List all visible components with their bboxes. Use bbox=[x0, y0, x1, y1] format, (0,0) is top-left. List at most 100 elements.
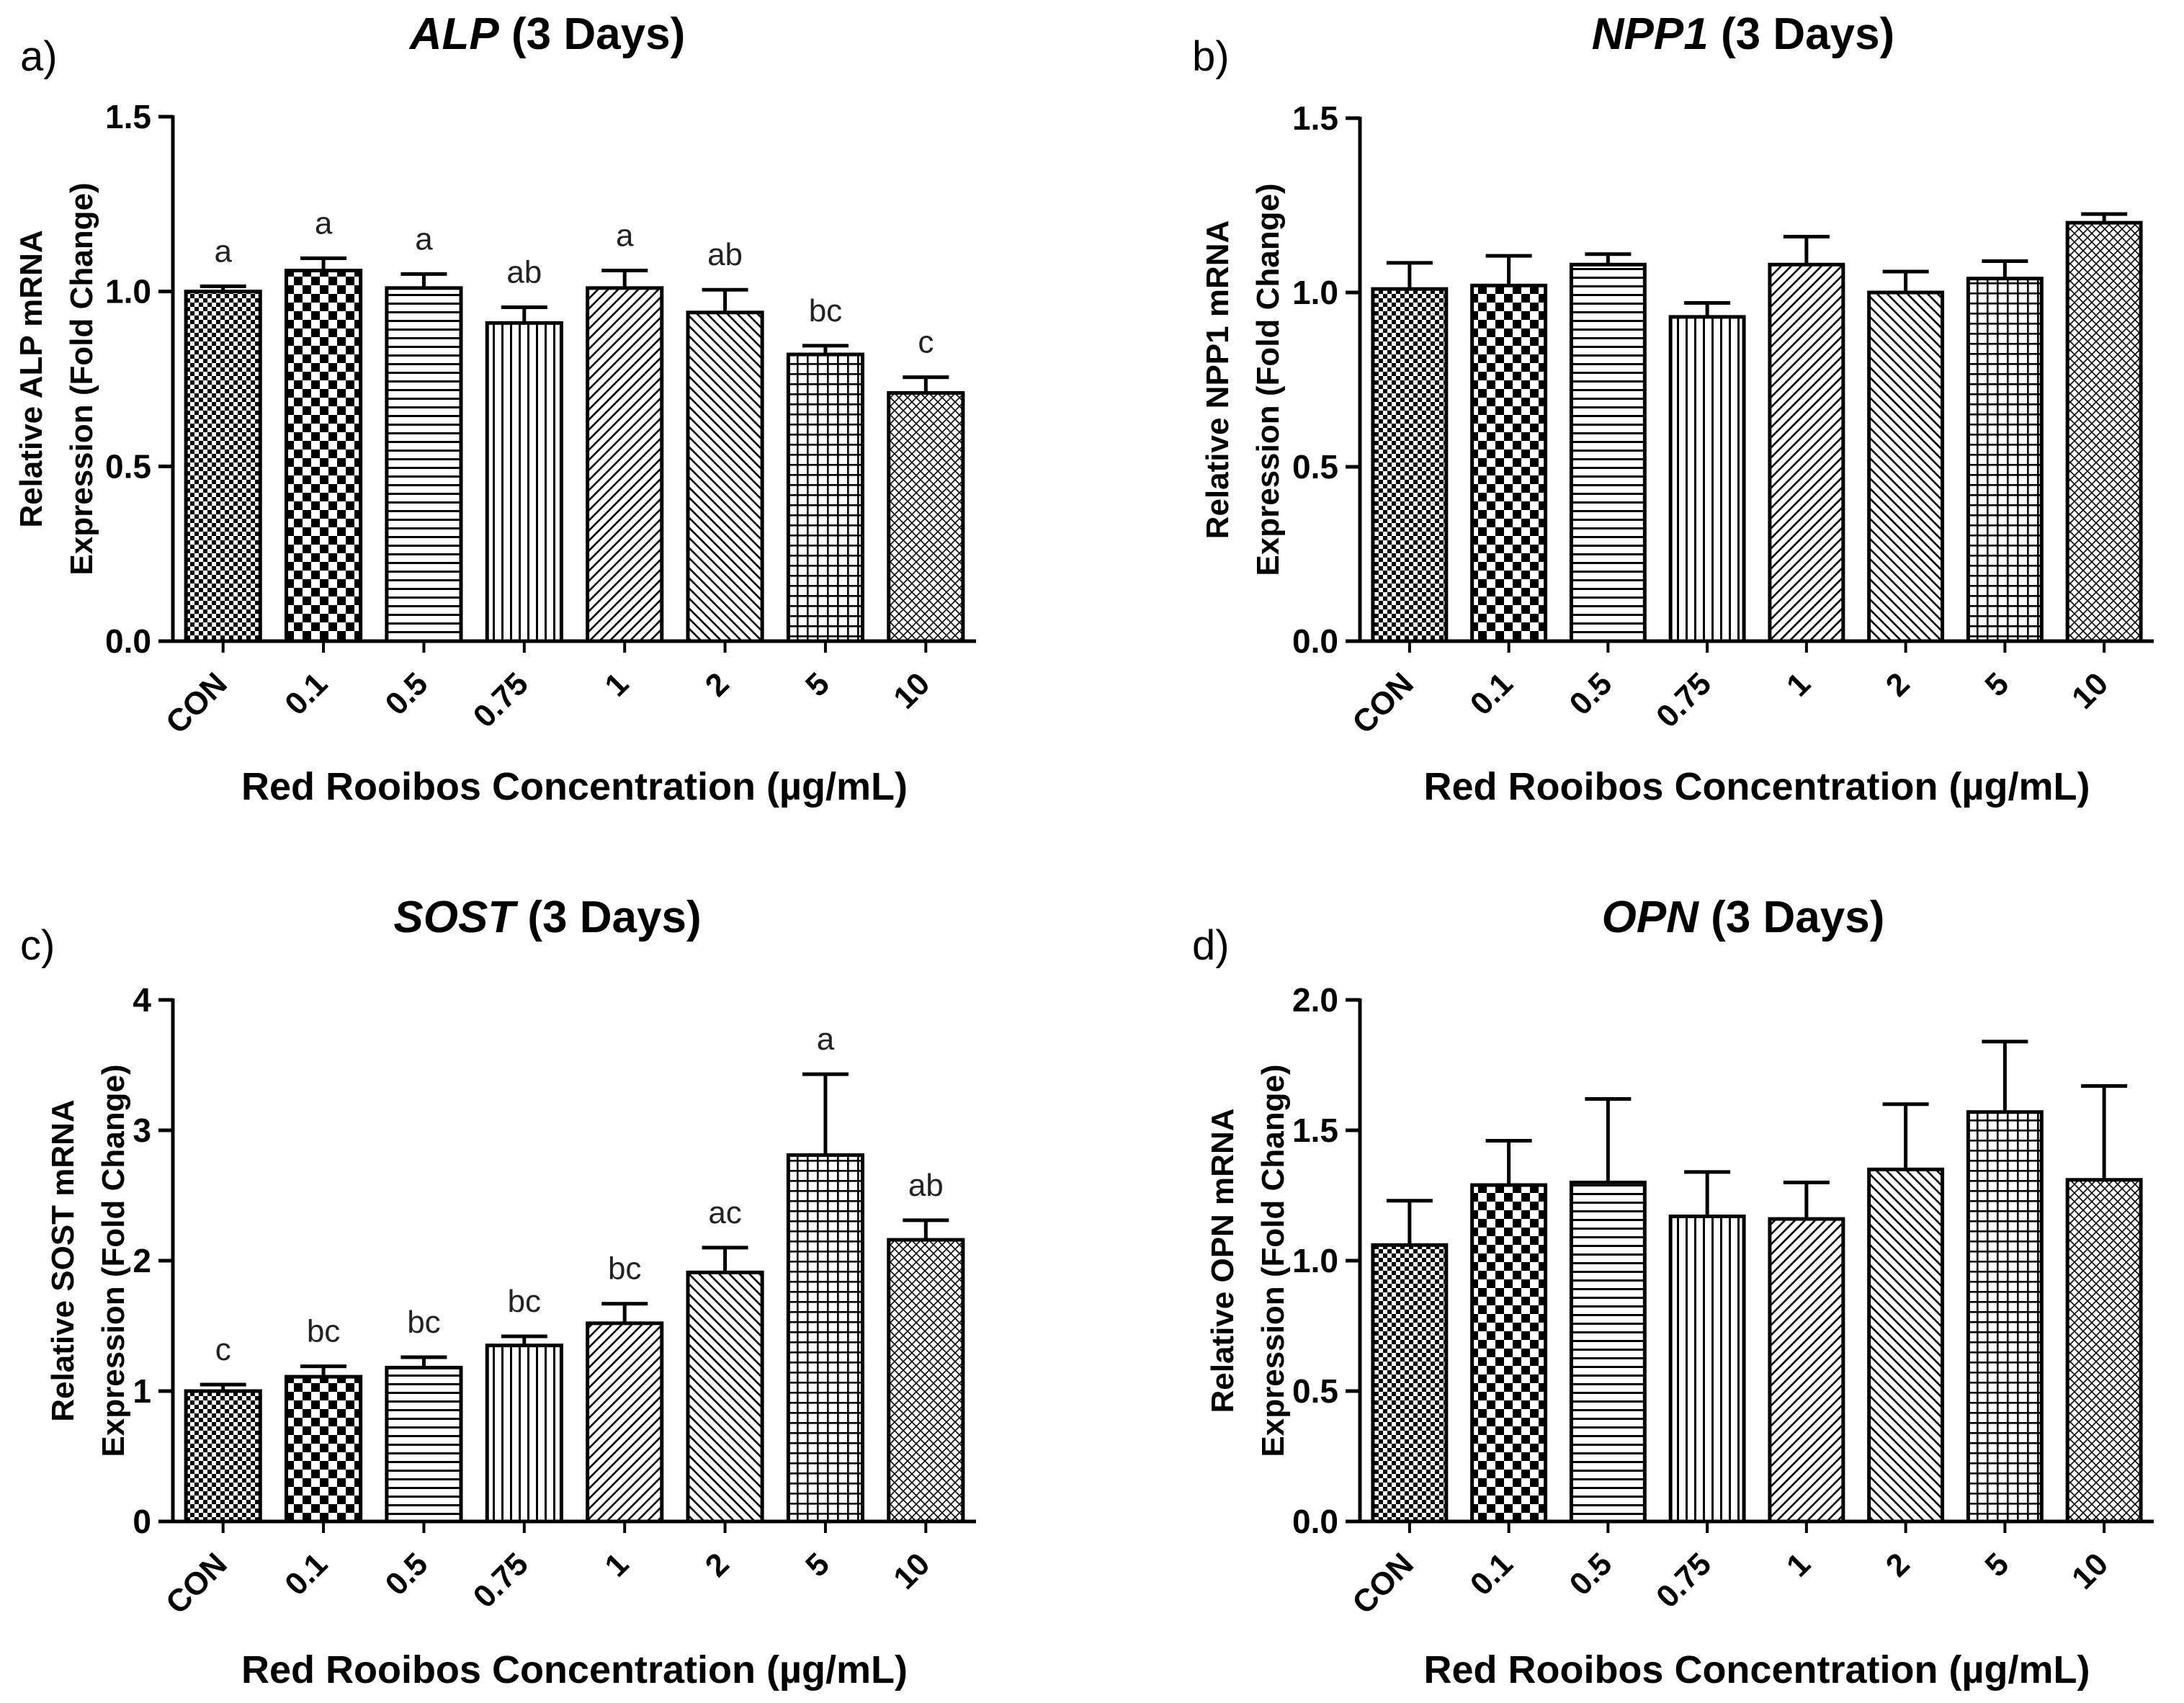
chart-title-gene: OPN bbox=[1602, 893, 1700, 942]
y-tick-label: 0.5 bbox=[1292, 1372, 1338, 1410]
bar-5 bbox=[1966, 277, 2044, 643]
bar-0.75 bbox=[485, 1344, 563, 1524]
bar-CON bbox=[184, 1389, 262, 1524]
bar-2 bbox=[1867, 290, 1945, 643]
bar-5 bbox=[1966, 1110, 2044, 1524]
chart-title-gene: ALP bbox=[408, 9, 500, 59]
significance-label: a bbox=[315, 206, 333, 241]
y-tick-label: 1.5 bbox=[1292, 99, 1338, 137]
y-tick-label: 1 bbox=[133, 1372, 151, 1410]
y-tick-label: 1.0 bbox=[1292, 1242, 1338, 1279]
chart-title-gene: SOST bbox=[393, 893, 519, 942]
x-tick-label: CON bbox=[1346, 666, 1420, 741]
y-tick-label: 4 bbox=[133, 981, 151, 1019]
significance-label: ac bbox=[708, 1195, 741, 1230]
y-tick-label: 0.0 bbox=[1292, 1503, 1338, 1540]
panel-letter: b) bbox=[1192, 33, 1230, 80]
x-tick-label: 5 bbox=[799, 666, 836, 703]
significance-label: a bbox=[415, 221, 433, 256]
bar-CON bbox=[1371, 287, 1449, 643]
x-tick-label: 10 bbox=[887, 666, 936, 715]
x-tick-label: 0.75 bbox=[1650, 1546, 1718, 1614]
x-axis-label: Red Rooibos Concentration (µg/mL) bbox=[1423, 765, 2090, 808]
bar-10 bbox=[887, 390, 965, 643]
bar-2 bbox=[686, 310, 764, 643]
x-tick-label: 0.75 bbox=[1650, 666, 1718, 734]
bar-0.1 bbox=[1470, 1183, 1548, 1524]
chart-panel-sost: c) SOST (3 Days) Relative SOST mRNA Express… bbox=[20, 893, 976, 1691]
x-tick-label: 10 bbox=[2065, 666, 2115, 715]
bar-0.1 bbox=[284, 269, 363, 643]
chart-title-suffix: (3 Days) bbox=[499, 9, 685, 59]
y-tick-label: 2 bbox=[133, 1242, 151, 1279]
chart-title-suffix: (3 Days) bbox=[1699, 893, 1884, 942]
x-tick-label: 0.5 bbox=[1563, 666, 1619, 722]
bar-0.1 bbox=[1470, 283, 1548, 643]
x-tick-label: CON bbox=[1346, 1546, 1420, 1621]
x-tick-label: CON bbox=[159, 666, 234, 741]
y-tick-label: 0 bbox=[133, 1503, 151, 1540]
y-axis-label-line1: Relative SOST mRNA bbox=[45, 1099, 81, 1421]
bar-0.5 bbox=[1569, 262, 1647, 643]
chart-title-suffix: (3 Days) bbox=[515, 893, 701, 942]
bar-10 bbox=[2065, 220, 2143, 643]
y-tick-label: 0.5 bbox=[1292, 448, 1338, 486]
y-tick-label: 0.5 bbox=[105, 447, 151, 485]
chart-title-gene: NPP1 bbox=[1592, 9, 1709, 59]
y-tick-label: 2.0 bbox=[1292, 981, 1338, 1019]
bar-0.1 bbox=[284, 1375, 363, 1524]
x-tick-label: CON bbox=[159, 1546, 234, 1621]
significance-label: ab bbox=[908, 1168, 944, 1203]
x-tick-label: 0.75 bbox=[467, 1546, 535, 1614]
y-axis-label-line1: Relative NPP1 mRNA bbox=[1200, 220, 1235, 540]
bar-0.75 bbox=[1668, 1214, 1746, 1524]
bar-CON bbox=[1371, 1243, 1449, 1524]
chart-title-suffix: (3 Days) bbox=[1709, 9, 1894, 59]
bar-0.5 bbox=[1569, 1180, 1647, 1524]
bar-5 bbox=[786, 352, 865, 643]
y-tick-label: 1.0 bbox=[105, 273, 151, 310]
significance-label: c bbox=[215, 1332, 231, 1367]
x-tick-label: 5 bbox=[1978, 1546, 2015, 1583]
bar-10 bbox=[2065, 1178, 2143, 1524]
bar-1 bbox=[586, 1321, 664, 1524]
significance-label: a bbox=[817, 1022, 835, 1057]
x-tick-label: 0.75 bbox=[467, 666, 535, 734]
x-axis-label: Red Rooibos Concentration (µg/mL) bbox=[241, 765, 908, 808]
x-tick-label: 1 bbox=[1780, 666, 1817, 703]
x-tick-label: 2 bbox=[699, 1546, 736, 1583]
chart-title: ALP (3 Days) bbox=[408, 9, 685, 59]
significance-label: ab bbox=[707, 237, 743, 272]
x-tick-label: 5 bbox=[799, 1546, 836, 1583]
bar-0.75 bbox=[1668, 315, 1746, 643]
x-tick-label: 1 bbox=[598, 666, 635, 703]
x-tick-label: 10 bbox=[2065, 1546, 2115, 1596]
x-tick-label: 0.1 bbox=[278, 1546, 334, 1602]
significance-label: a bbox=[214, 233, 232, 269]
y-axis-label-line1: Relative ALP mRNA bbox=[14, 230, 49, 527]
x-tick-label: 0.5 bbox=[379, 666, 435, 722]
bar-1 bbox=[1768, 262, 1845, 643]
x-tick-label: 10 bbox=[887, 1546, 936, 1596]
x-tick-label: 1 bbox=[1780, 1546, 1817, 1583]
y-axis-label-line2: Expression (Fold Change) bbox=[1256, 1064, 1291, 1457]
x-tick-label: 0.1 bbox=[1464, 666, 1520, 722]
x-tick-label: 2 bbox=[1879, 1546, 1917, 1583]
significance-label: bc bbox=[407, 1305, 440, 1340]
x-tick-label: 2 bbox=[1879, 666, 1917, 703]
x-axis-label: Red Rooibos Concentration (µg/mL) bbox=[1423, 1648, 2090, 1691]
x-tick-label: 5 bbox=[1978, 666, 2015, 703]
x-tick-label: 2 bbox=[699, 666, 736, 703]
panel-letter: a) bbox=[20, 33, 58, 80]
bar-1 bbox=[1768, 1217, 1845, 1524]
significance-label: a bbox=[616, 218, 634, 254]
y-tick-label: 1.0 bbox=[1292, 274, 1338, 311]
y-axis-label-line2: Expression (Fold Change) bbox=[96, 1064, 131, 1457]
significance-label: c bbox=[918, 325, 934, 360]
bar-CON bbox=[184, 290, 262, 643]
significance-label: bc bbox=[809, 293, 842, 328]
chart-title: SOST (3 Days) bbox=[393, 893, 701, 942]
chart-panel-alp: a) ALP (3 Days) Relative ALP mRNA Expressio… bbox=[14, 9, 976, 808]
bar-5 bbox=[786, 1153, 865, 1524]
y-tick-label: 3 bbox=[133, 1112, 151, 1149]
